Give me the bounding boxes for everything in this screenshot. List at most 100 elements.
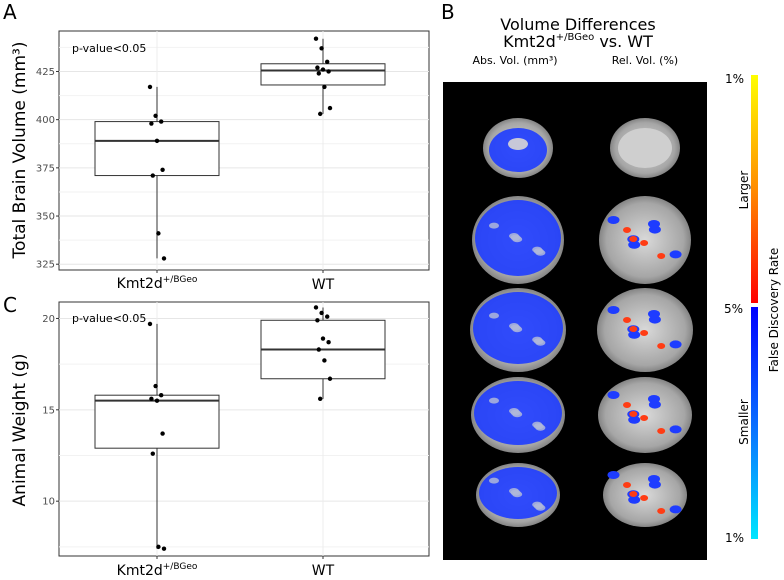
x-tick-wt-a: WT — [312, 277, 335, 293]
y-axis-label-a: Total Brain Volume (mm³) — [10, 42, 30, 260]
legend-title: False Discovery Rate — [767, 248, 781, 373]
tissue-highlight — [509, 233, 519, 239]
data-point-kmt2d-c — [161, 546, 167, 551]
y-tick-label-a: 325 — [36, 260, 55, 271]
brain-slice-rel — [603, 463, 687, 527]
data-point-wt-a — [325, 59, 330, 65]
data-point-wt-a — [327, 105, 333, 111]
data-point-wt-c — [318, 396, 323, 402]
data-point-kmt2d-c — [159, 392, 164, 398]
data-point-kmt2d-a — [156, 231, 161, 236]
data-point-wt-a — [319, 46, 324, 51]
data-point-wt-a — [315, 65, 320, 70]
larger-region — [657, 508, 666, 514]
annotation-c: p-value<0.05 — [72, 312, 146, 325]
brain-slice-rel — [597, 288, 693, 372]
legend-mid-label: 5% — [724, 302, 743, 316]
y-tick-label-c: 20 — [42, 314, 55, 325]
data-point-kmt2d-c — [149, 396, 154, 402]
tissue-highlight — [509, 408, 519, 414]
tissue-highlight — [532, 421, 543, 428]
smaller-region — [607, 216, 620, 224]
y-tick-label-c: 15 — [42, 405, 55, 416]
data-point-kmt2d-c — [150, 451, 155, 456]
smaller-region — [607, 391, 620, 399]
data-point-wt-c — [316, 347, 321, 352]
smaller-region — [648, 220, 660, 228]
smaller-region — [669, 340, 682, 349]
data-point-wt-c — [315, 318, 320, 323]
tissue-highlight — [509, 323, 519, 329]
larger-region — [629, 236, 638, 242]
x-tick-kmt2d-a: Kmt2d+/BGeo — [117, 275, 198, 292]
colorbar-divider — [751, 303, 758, 307]
data-point-kmt2d-a — [150, 173, 155, 178]
brain-panel-title: Volume Differences — [500, 15, 655, 34]
box-kmt2d-a — [94, 121, 220, 177]
x-tick-kmt2d-c: Kmt2d+/BGeo — [117, 562, 198, 579]
y-tick-label-a: 375 — [36, 163, 55, 174]
smaller-region — [607, 306, 620, 314]
chart-a: 325 350 375 400 425 p-value<0.05 Total Brain… — [10, 30, 430, 293]
data-point-kmt2d-a — [161, 256, 167, 261]
brain-slice-rel — [599, 196, 691, 284]
smaller-region — [607, 471, 620, 479]
tissue-highlight — [489, 477, 499, 484]
larger-region — [640, 415, 649, 421]
larger-region — [623, 317, 631, 323]
tissue-highlight — [532, 336, 543, 343]
data-point-kmt2d-c — [147, 321, 153, 327]
y-tick-label-a: 425 — [36, 67, 55, 78]
y-tick-label-c: 10 — [42, 497, 55, 508]
brain-slice-rel — [598, 377, 692, 453]
data-point-kmt2d-c — [153, 383, 158, 389]
data-point-wt-c — [327, 376, 333, 381]
column-label-absolute: Abs. Vol. (mm³) — [472, 54, 557, 67]
larger-region — [629, 326, 638, 332]
data-point-wt-c — [313, 305, 319, 310]
smaller-region — [669, 505, 682, 514]
larger-region — [629, 491, 638, 497]
data-point-kmt2d-c — [160, 431, 165, 436]
brain-panel-subtitle: Kmt2d+/BGeo vs. WT — [503, 32, 653, 51]
data-point-kmt2d-c — [154, 398, 160, 403]
data-point-kmt2d-a — [153, 113, 158, 119]
larger-region — [623, 402, 631, 408]
data-point-wt-c — [325, 314, 330, 319]
data-point-wt-a — [326, 69, 331, 74]
tissue-highlight — [618, 128, 672, 168]
larger-region — [623, 227, 631, 233]
panel-letter-a: A — [3, 0, 17, 24]
data-point-kmt2d-a — [149, 121, 154, 126]
smaller-region — [648, 395, 660, 403]
y-tick-label-a: 400 — [36, 115, 55, 126]
data-point-wt-a — [313, 36, 319, 41]
panel-letter-c: C — [3, 293, 17, 317]
x-tick-wt-c: WT — [312, 563, 335, 579]
tissue-highlight — [509, 488, 519, 494]
data-point-wt-c — [319, 310, 324, 316]
larger-region — [640, 330, 649, 336]
column-label-relative: Rel. Vol. (%) — [612, 54, 678, 67]
larger-region — [640, 240, 649, 246]
data-point-kmt2d-a — [147, 84, 153, 90]
colorbar-smaller — [751, 307, 758, 539]
legend-top-label: 1% — [725, 72, 744, 86]
larger-region — [657, 253, 666, 259]
larger-region — [657, 428, 666, 434]
data-point-wt-c — [320, 336, 326, 341]
tissue-highlight — [489, 222, 499, 229]
tissue-highlight — [508, 138, 528, 150]
smaller-region — [648, 475, 660, 483]
smaller-region — [669, 250, 682, 259]
legend-larger-label: Larger — [737, 171, 751, 210]
annotation-a: p-value<0.05 — [72, 42, 146, 55]
colorbar-larger — [751, 75, 758, 303]
data-point-wt-a — [318, 111, 323, 117]
y-axis-label-c: Animal Weight (g) — [10, 354, 30, 507]
tissue-highlight — [489, 397, 499, 404]
larger-region — [629, 411, 638, 417]
smaller-region — [648, 310, 660, 318]
tissue-highlight — [532, 501, 543, 508]
